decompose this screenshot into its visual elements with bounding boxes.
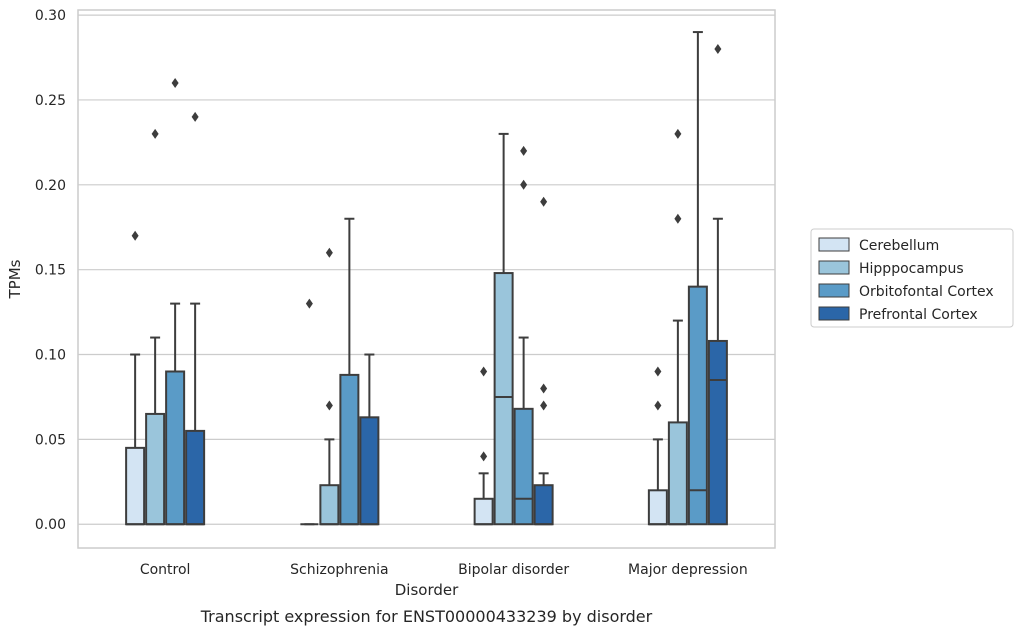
box-3-2 xyxy=(687,31,708,526)
outlier-point xyxy=(520,145,528,156)
y-tick-label: 0.20 xyxy=(35,178,66,194)
box-body xyxy=(145,412,166,526)
outlier-point xyxy=(520,179,528,190)
box-body xyxy=(125,446,146,526)
legend-box xyxy=(810,228,1014,328)
y-tick-label: 0.15 xyxy=(35,263,66,279)
box-1-0 xyxy=(300,298,319,526)
outlier-point xyxy=(151,128,159,139)
box-0-2 xyxy=(165,77,186,526)
box-2-0 xyxy=(473,366,494,526)
y-tick-label: 0.10 xyxy=(35,348,66,364)
y-tick-label: 0.25 xyxy=(35,93,66,109)
x-tick-label: Bipolar disorder xyxy=(458,562,569,578)
box-body xyxy=(493,272,514,526)
outlier-point xyxy=(714,44,722,55)
y-tick-label: 0.30 xyxy=(35,8,66,24)
outlier-point xyxy=(131,230,139,241)
outlier-point xyxy=(191,111,199,122)
box-body xyxy=(339,373,360,526)
x-tick-label: Major depression xyxy=(628,562,748,578)
box-body xyxy=(667,421,688,526)
outlier-point xyxy=(540,196,548,207)
legend-label: Orbitofontal Cortex xyxy=(859,284,994,300)
box-2-1 xyxy=(493,132,514,526)
boxes xyxy=(125,31,728,526)
outlier-point xyxy=(325,247,333,258)
box-0-0 xyxy=(125,230,146,526)
box-1-1 xyxy=(319,247,340,526)
box-body xyxy=(319,484,340,526)
box-1-2 xyxy=(339,217,360,526)
legend-label: Hipppocampus xyxy=(859,261,964,277)
x-tick-label: Schizophrenia xyxy=(290,562,388,578)
legend-swatch xyxy=(818,260,850,275)
box-body xyxy=(185,429,206,526)
outlier-point xyxy=(654,400,662,411)
y-tick-labels: 0.00 0.05 0.10 0.15 0.20 0.25 0.30 xyxy=(35,8,66,533)
x-tick-labels: Control Schizophrenia Bipolar disorder Majo… xyxy=(140,562,748,578)
legend: Cerebellum Hipppocampus Orbitofontal Corte… xyxy=(810,228,1014,328)
outlier-point xyxy=(674,128,682,139)
outlier-point xyxy=(325,400,333,411)
box-body xyxy=(647,489,668,526)
box-2-3 xyxy=(533,196,554,526)
y-axis-title: TPMs xyxy=(6,259,24,299)
y-tick-label: 0.00 xyxy=(35,517,66,533)
legend-swatch xyxy=(818,306,850,321)
box-body xyxy=(513,407,534,526)
x-axis-title: Disorder xyxy=(395,581,459,599)
box-body xyxy=(473,497,494,526)
legend-label: Cerebellum xyxy=(859,238,939,254)
box-body xyxy=(533,484,554,526)
box-3-3 xyxy=(707,44,728,526)
outlier-point xyxy=(540,400,548,411)
box-0-1 xyxy=(145,128,166,526)
legend-swatch xyxy=(818,237,850,252)
plot-frame xyxy=(77,9,776,549)
outlier-point xyxy=(480,451,488,462)
outlier-point xyxy=(674,213,682,224)
box-body xyxy=(165,370,186,526)
outlier-point xyxy=(171,77,179,88)
box-3-1 xyxy=(667,128,688,526)
box-1-3 xyxy=(359,353,380,526)
box-body xyxy=(707,339,728,526)
box-body xyxy=(359,416,380,526)
chart-caption: Transcript expression for ENST0000043323… xyxy=(200,607,653,626)
box-2-2 xyxy=(513,145,534,526)
outlier-point xyxy=(480,366,488,377)
legend-swatch xyxy=(818,283,850,298)
box-body xyxy=(687,285,708,526)
box-0-3 xyxy=(185,111,206,526)
y-tick-label: 0.05 xyxy=(35,432,66,448)
box-3-0 xyxy=(647,366,668,526)
legend-label: Prefrontal Cortex xyxy=(859,307,978,323)
outlier-point xyxy=(654,366,662,377)
x-tick-label: Control xyxy=(140,562,191,578)
outlier-point xyxy=(540,383,548,394)
outlier-point xyxy=(305,298,313,309)
